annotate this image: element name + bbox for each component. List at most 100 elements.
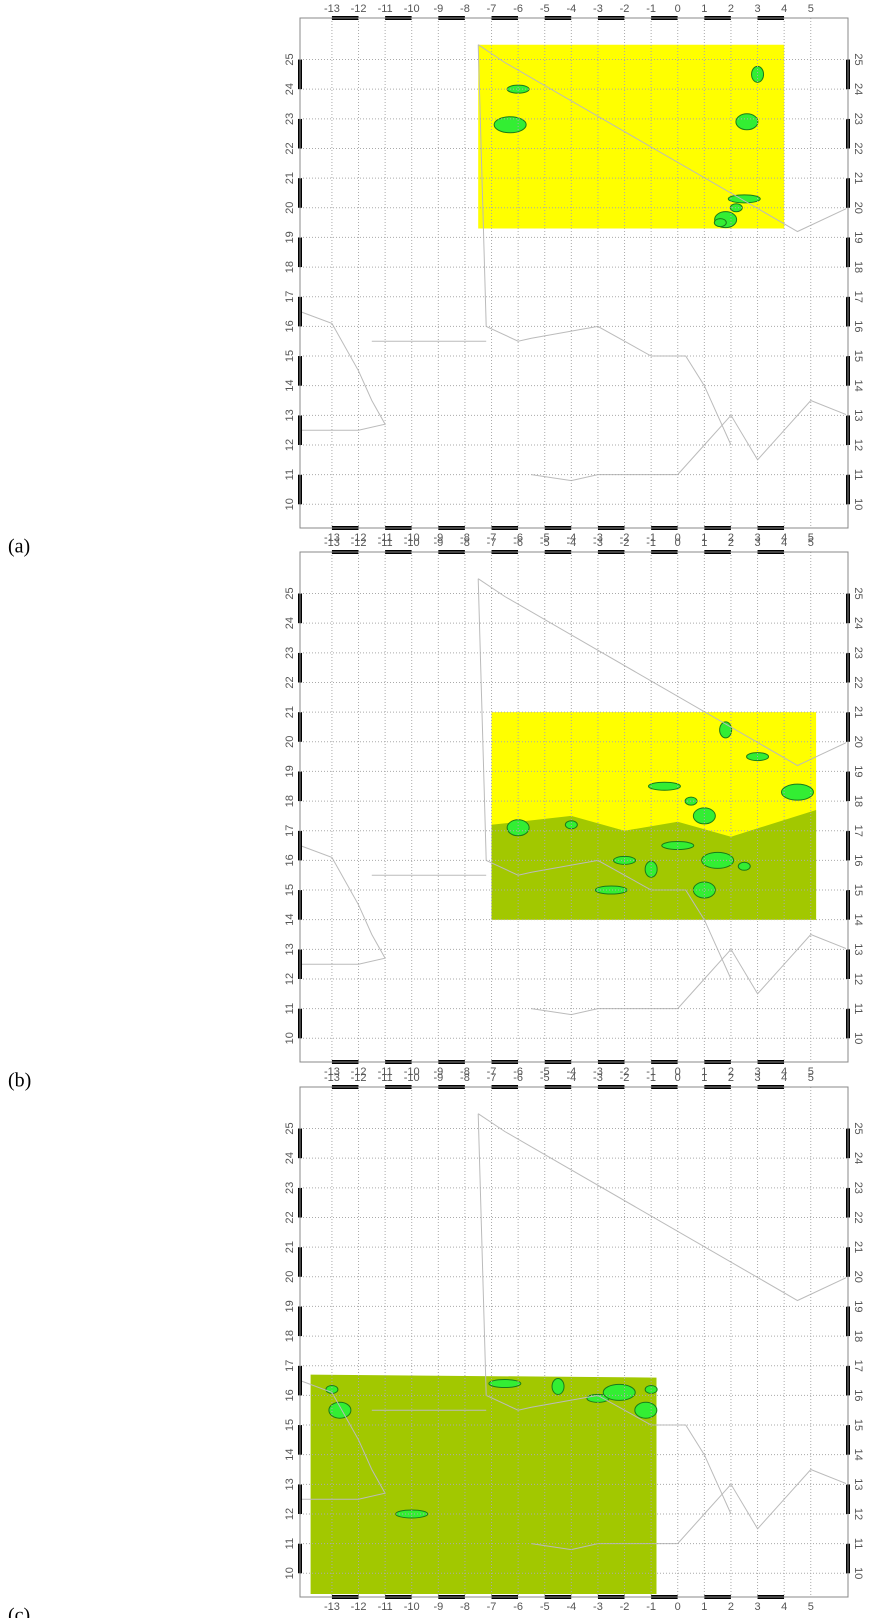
x-tick-label: -1 [646,3,656,15]
y-tick-label: 14 [284,914,296,926]
y-tick-label: 18 [852,261,864,273]
y-tick-label: 15 [284,1419,296,1431]
x-tick-label: -2 [620,1072,630,1084]
y-tick-label: 17 [284,291,296,303]
x-tick-label: 5 [808,532,814,544]
y-tick-label: 19 [852,231,864,243]
country-border [299,845,386,965]
y-tick-label: 18 [284,1330,296,1342]
y-tick-label: 25 [852,53,864,65]
convective-cell [634,1401,658,1419]
y-tick-label: 16 [284,320,296,332]
x-tick-label: 0 [675,532,681,544]
x-tick-label: -10 [404,1601,420,1613]
x-tick-label: -3 [593,537,603,549]
x-tick-label: -8 [460,537,470,549]
y-tick-label: 23 [284,647,296,659]
convective-cell [684,796,698,806]
y-tick-label: 10 [852,1032,864,1044]
convective-cell [729,203,743,213]
x-tick-label: -5 [540,532,550,544]
x-tick-label: -9 [433,537,443,549]
x-tick-label: -9 [433,3,443,15]
y-tick-label: 10 [284,498,296,510]
x-tick-label: -10 [404,537,420,549]
y-tick-label: 17 [852,825,864,837]
y-tick-label: 25 [284,53,296,65]
x-tick-label: -1 [646,1601,656,1613]
y-tick-label: 25 [852,1122,864,1134]
y-tick-label: 19 [284,231,296,243]
y-tick-label: 12 [852,439,864,451]
y-tick-label: 11 [284,1003,296,1014]
y-tick-label: 25 [852,587,864,599]
x-tick-label: -6 [513,537,523,549]
x-tick-label: -9 [433,532,443,544]
y-tick-label: 20 [852,736,864,748]
y-tick-label: 23 [852,113,864,125]
y-tick-label: 11 [852,1538,864,1549]
y-tick-label: 18 [284,261,296,273]
x-tick-label: -3 [593,3,603,15]
panel-label: (b) [8,1070,31,1092]
x-tick-label: 0 [675,1072,681,1084]
map-panel: -13-13-12-12-11-11-10-10-9-9-8-8-7-7-6-6… [8,537,864,1092]
x-tick-label: -12 [351,537,367,549]
y-tick-label: 23 [284,1182,296,1194]
convective-cell [644,1384,658,1394]
y-tick-label: 22 [284,142,296,154]
y-tick-label: 24 [852,1152,864,1164]
y-tick-label: 21 [852,1241,864,1253]
map-panel: -13-13-12-12-11-11-10-10-9-9-8-8-7-7-6-6… [8,3,864,558]
y-tick-label: 15 [284,350,296,362]
x-tick-label: 5 [808,1601,814,1613]
convective-cell [644,860,658,878]
x-tick-label: -13 [324,1601,340,1613]
x-tick-label: 3 [754,532,760,544]
y-tick-label: 16 [852,854,864,866]
y-tick-label: 17 [852,1360,864,1372]
x-tick-label: 0 [675,537,681,549]
x-tick-label: -6 [513,1066,523,1078]
y-tick-label: 11 [284,469,296,480]
map-border [299,1086,849,1598]
x-tick-label: 1 [701,1072,707,1084]
y-tick-label: 21 [284,1241,296,1253]
y-tick-label: 13 [284,409,296,421]
x-tick-label: -9 [433,1066,443,1078]
panel-label: (a) [8,536,30,558]
x-tick-label: 1 [701,1066,707,1078]
y-tick-label: 13 [852,409,864,421]
convective-cell [602,1383,636,1401]
y-tick-label: 14 [852,380,864,392]
y-tick-label: 11 [852,1003,864,1014]
x-tick-label: -3 [593,1601,603,1613]
x-tick-label: -13 [324,1072,340,1084]
x-tick-label: 3 [754,537,760,549]
y-tick-label: 25 [284,587,296,599]
convective-cell [328,1401,352,1419]
x-tick-label: -7 [487,532,497,544]
x-tick-label: -8 [460,1601,470,1613]
x-tick-label: -7 [487,3,497,15]
y-tick-label: 22 [852,676,864,688]
x-tick-label: -1 [646,537,656,549]
y-tick-label: 12 [284,973,296,985]
y-tick-label: 20 [852,202,864,214]
y-tick-label: 16 [284,1389,296,1401]
x-tick-label: 3 [754,1066,760,1078]
x-tick-label: -10 [404,1066,420,1078]
x-tick-label: -11 [378,537,393,549]
y-tick-label: 10 [284,1032,296,1044]
y-tick-label: 21 [284,172,296,184]
y-tick-label: 21 [852,172,864,184]
x-tick-label: 4 [781,537,787,549]
y-tick-label: 14 [852,914,864,926]
y-tick-label: 20 [852,1271,864,1283]
y-tick-label: 11 [852,469,864,480]
y-tick-label: 21 [852,706,864,718]
x-tick-label: 2 [728,1066,734,1078]
convective-cell [564,820,578,830]
y-tick-label: 17 [284,825,296,837]
